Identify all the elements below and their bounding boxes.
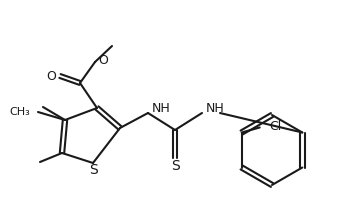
Text: O: O: [46, 70, 56, 82]
Text: Cl: Cl: [270, 120, 282, 133]
Text: O: O: [98, 53, 108, 67]
Text: S: S: [89, 163, 97, 177]
Text: CH₃: CH₃: [9, 107, 30, 117]
Text: NH: NH: [152, 102, 171, 114]
Text: NH: NH: [206, 102, 225, 114]
Text: S: S: [171, 159, 180, 173]
